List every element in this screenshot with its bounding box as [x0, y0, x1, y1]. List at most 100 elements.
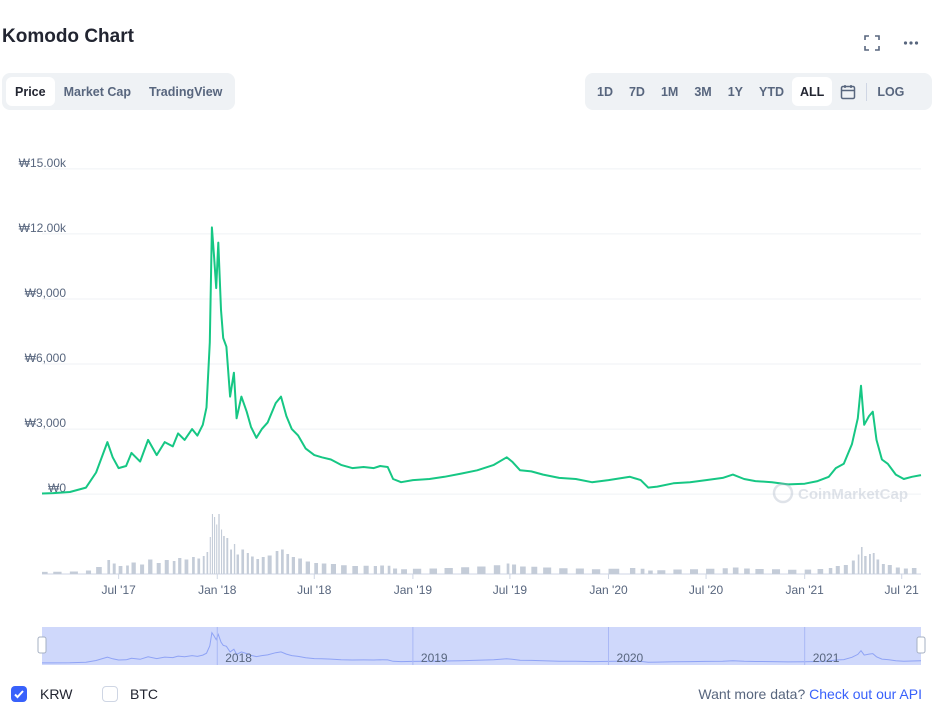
- volume-bar: [828, 568, 833, 574]
- volume-bar: [887, 565, 892, 574]
- volume-bar: [657, 570, 666, 574]
- volume-bar: [275, 551, 279, 574]
- calendar-icon[interactable]: [832, 77, 864, 106]
- range-ytd[interactable]: YTD: [759, 84, 785, 99]
- volume-bar: [608, 568, 620, 574]
- navigator-handle-left[interactable]: [37, 636, 47, 654]
- x-tick-label: Jul '20: [689, 583, 724, 597]
- volume-bar: [211, 514, 213, 574]
- x-tick-label: Jul '19: [493, 583, 528, 597]
- watermark-text: CoinMarketCap: [798, 486, 908, 503]
- volume-bar: [493, 565, 501, 574]
- volume-bar: [131, 562, 136, 574]
- volume-bar: [444, 568, 453, 574]
- volume-bar: [184, 559, 189, 574]
- volume-bar: [575, 568, 584, 574]
- watermark-logo: [772, 482, 794, 504]
- api-link[interactable]: Check out our API: [809, 686, 922, 702]
- volume-bar: [164, 560, 169, 574]
- y-tick-label: ₩12.00k: [19, 221, 67, 235]
- volume-bar: [857, 554, 860, 574]
- volume-bar: [112, 563, 116, 574]
- volume-bar: [178, 558, 182, 574]
- volume-bar: [261, 557, 265, 574]
- volume-bar: [903, 568, 908, 574]
- navigator-label: 2020: [617, 651, 644, 665]
- volume-bar: [860, 547, 863, 574]
- volume-bar: [429, 568, 438, 574]
- volume-bar: [96, 567, 102, 574]
- volume-bar: [206, 552, 209, 574]
- btc-checkbox[interactable]: [102, 686, 118, 702]
- volume-bar: [298, 558, 302, 574]
- volume-bar: [53, 571, 62, 574]
- tab-tradingview[interactable]: TradingView: [148, 84, 223, 99]
- volume-bar: [872, 553, 875, 574]
- volume-bar: [241, 549, 245, 574]
- more-data-text: Want more data? Check out our API: [698, 686, 922, 702]
- x-tick-label: Jan '18: [198, 583, 237, 597]
- volume-bar: [214, 517, 216, 574]
- range-all[interactable]: ALL: [792, 77, 833, 106]
- krw-checkbox[interactable]: [11, 686, 27, 702]
- volume-bar: [788, 569, 797, 574]
- chart-footer: KRW BTC Want more data? Check out our AP…: [0, 680, 951, 708]
- volume-bar: [843, 565, 848, 574]
- volume-bar: [512, 564, 517, 574]
- volume-bar: [321, 563, 327, 574]
- tab-price[interactable]: Price: [6, 77, 55, 106]
- expand-icon[interactable]: [861, 32, 883, 54]
- range-7d[interactable]: 7D: [628, 84, 645, 99]
- volume-bar: [876, 559, 880, 574]
- volume-bar: [648, 570, 653, 574]
- tab-market-cap[interactable]: Market Cap: [63, 84, 131, 99]
- navigator-label: 2018: [225, 651, 252, 665]
- navigator-window: [42, 627, 921, 665]
- volume-bar: [286, 554, 290, 574]
- log-scale-toggle[interactable]: LOG: [877, 84, 905, 99]
- range-divider: [866, 82, 868, 101]
- volume-bar: [223, 536, 225, 574]
- x-tick-label: Jul '21: [885, 583, 920, 597]
- volume-bar: [911, 568, 917, 574]
- volume-bar: [851, 560, 855, 574]
- volume-bar: [477, 566, 486, 574]
- volume-bar: [291, 557, 295, 574]
- volume-bar: [387, 565, 391, 574]
- volume-bar: [197, 558, 201, 574]
- volume-bar: [673, 569, 682, 574]
- volume-bar: [221, 529, 223, 574]
- volume-bar: [192, 557, 195, 574]
- volume-bar: [835, 566, 840, 574]
- volume-bar: [744, 568, 750, 574]
- price-line: [41, 226, 922, 495]
- krw-label: KRW: [40, 686, 73, 702]
- range-1y[interactable]: 1Y: [727, 84, 744, 99]
- volume-bar: [531, 566, 538, 574]
- more-icon[interactable]: [900, 32, 922, 54]
- btc-label: BTC: [130, 686, 158, 702]
- watermark: CoinMarketCap: [772, 482, 908, 504]
- range-3m[interactable]: 3M: [694, 84, 712, 99]
- volume-bar: [230, 549, 233, 574]
- volume-bar: [305, 561, 310, 574]
- volume-bar: [42, 571, 48, 574]
- volume-bar: [393, 568, 398, 574]
- volume-bar: [559, 568, 568, 574]
- x-tick-label: Jan '21: [786, 583, 825, 597]
- volume-bar: [216, 524, 218, 574]
- volume-bar: [706, 568, 715, 574]
- volume-bar: [126, 565, 129, 574]
- volume-bar: [267, 555, 272, 574]
- x-tick-label: Jul '18: [297, 583, 332, 597]
- volume-bar: [771, 569, 781, 574]
- volume-bar: [732, 567, 739, 574]
- navigator-handle-right[interactable]: [916, 636, 926, 654]
- volume-bar: [218, 514, 220, 574]
- range-1m[interactable]: 1M: [660, 84, 679, 99]
- y-tick-label: ₩3,000: [25, 416, 67, 430]
- range-1d[interactable]: 1D: [597, 84, 613, 99]
- volume-bar: [755, 569, 764, 574]
- volume-bar: [107, 560, 111, 574]
- volume-bar: [461, 567, 470, 574]
